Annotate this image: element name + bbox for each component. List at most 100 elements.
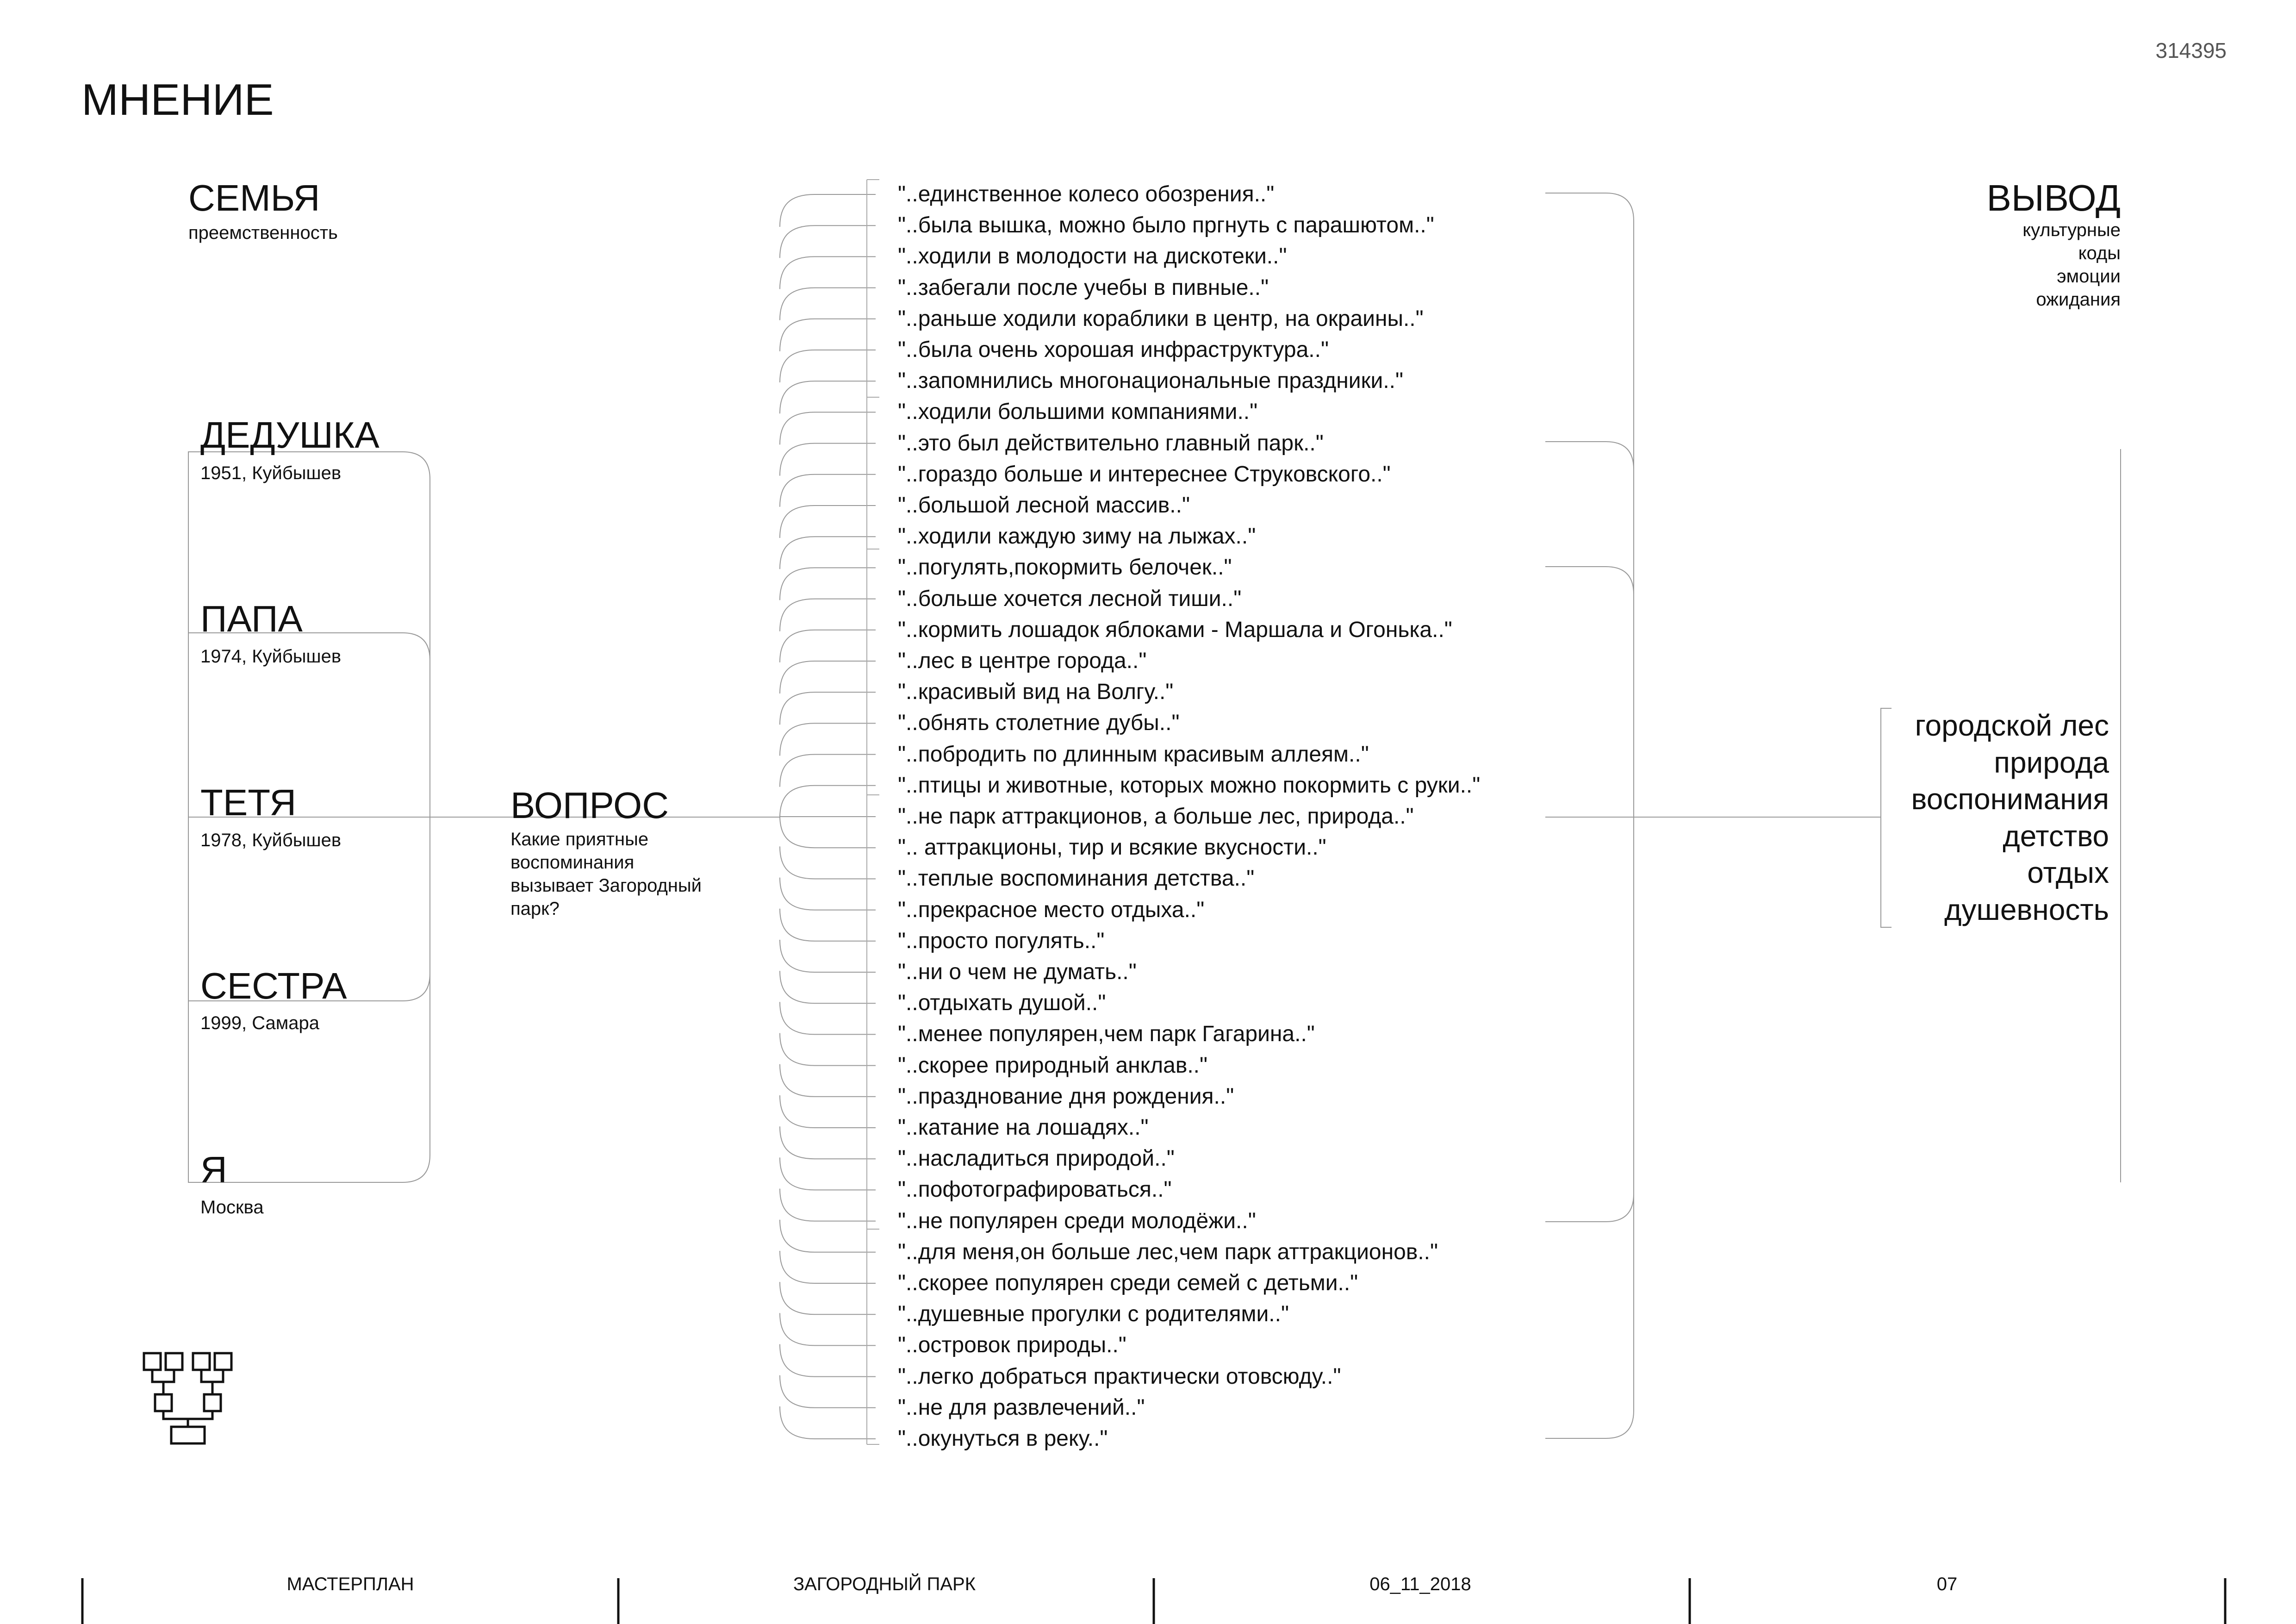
quote-connector [779,567,876,600]
outcome: природа [1994,745,2109,779]
quote-connector [779,1064,876,1097]
quote-connector [779,1406,876,1439]
quote-item: "..раньше ходили кораблики в центр, на о… [898,306,1424,331]
member-info: 1974, Куйбышев [200,646,342,667]
conclusion-sub: коды [2078,243,2121,263]
quote-connector [779,1157,876,1191]
quote-connector [779,194,876,227]
quote-connector [779,287,876,320]
quote-item: "..скорее популярен среди семей с детьми… [898,1271,1358,1295]
footer-section: МАСТЕРПЛАН [286,1574,414,1594]
quote-item: "..для меня,он больше лес,чем парк аттра… [898,1239,1438,1264]
conclusion-heading: ВЫВОД [1986,177,2121,219]
quote-connector [779,381,876,414]
question-line: Какие приятные [510,829,649,849]
quote-connector [779,754,876,787]
quote-item: "..островок природы.." [898,1333,1126,1358]
quote-connector [779,692,876,725]
quote-connector [779,908,876,942]
quote-item: "..менее популярен,чем парк Гагарина.." [898,1022,1315,1047]
outcome: детство [2003,819,2109,853]
quote-item: "..лес в центре города.." [898,649,1147,673]
quote-group-guide [866,179,879,1445]
quote-connector [779,350,876,383]
member-name: Я [200,1149,227,1190]
quote-connector [779,629,876,662]
quote-connector [779,1033,876,1066]
quote-connector [779,443,876,476]
quote-item: "..празднование дня рождения.." [898,1084,1234,1109]
question-text: Какие приятные воспоминания вызывает Заг… [510,828,702,920]
quote-connector [779,256,876,289]
quote-connector [779,785,876,818]
quote-item: "..большой лесной массив.." [898,493,1190,518]
quote-item: "..окунуться в реку.." [898,1426,1108,1451]
quote-connector [779,318,876,351]
outcome: отдых [2027,856,2109,889]
quote-connector [779,846,876,880]
quote-item: "..забегали после учебы в пивные.." [898,275,1269,300]
conclusion-sub: ожидания [2036,289,2121,310]
member-name: ПАПА [200,598,303,639]
member-info: 1951, Куйбышев [200,463,342,483]
page-number: 314395 [2155,38,2227,62]
member-name: СЕСТРА [200,965,347,1006]
member-name: ДЕДУШКА [200,414,380,456]
quote-connector [779,225,876,258]
quote-item: "..погулять,покормить белочек.." [898,555,1232,580]
outcome: душевность [1944,893,2109,926]
member-info: 1999, Самара [200,1013,320,1033]
quote-connector [779,1126,876,1160]
family-bracket [188,451,430,1183]
outcome: воспонимания [1911,782,2109,816]
member-name: ТЕТЯ [200,782,297,823]
quote-connector [779,1282,876,1315]
family-divider-sestra [188,973,430,1001]
member-info: Москва [200,1197,264,1218]
quote-item: "..легко добраться практически отовсюду.… [898,1364,1341,1389]
quote-item: "..была очень хорошая инфраструктура.." [898,337,1329,362]
quote-item: "..была вышка, можно было пргнуть с пара… [898,213,1434,238]
question-line: воспоминания [510,852,635,873]
quote-connector [779,877,876,911]
footer-separators [81,1578,2227,1624]
quote-connector [779,939,876,973]
conclusion-sub: эмоции [2057,266,2121,287]
quote-item: "..не парк аттракционов, а больше лес, п… [898,804,1414,829]
family-heading: СЕМЬЯ [188,177,320,219]
conclusion-header: ВЫВОД культурные коды эмоции ожидания [1986,180,2121,311]
quote-connector [779,1188,876,1222]
quote-item: "..просто погулять.." [898,928,1105,953]
quote-item: "..душевные прогулки с родителями.." [898,1302,1289,1327]
family-divider-papa [188,632,430,661]
quote-item: "..не для развлечений.." [898,1395,1145,1420]
quote-item: "..гораздо больше и интереснее Струковск… [898,462,1391,487]
quote-item: "..запомнились многонациональные праздни… [898,369,1404,394]
quote-item: "..отдыхать душой.." [898,991,1106,1016]
quote-connector [779,661,876,694]
quote-connector [779,536,876,569]
quote-item: "..ходили большими компаниями.." [898,400,1258,425]
quote-connector [779,474,876,507]
quote-connector [779,505,876,538]
quote-item: "..ходили в молодости на дискотеки.." [898,244,1287,269]
conclusion-outcomes: городской лес природа воспонимания детст… [1911,707,2109,928]
quote-connector [779,412,876,445]
quote-connector [779,1250,876,1284]
question-heading: ВОПРОС [510,785,669,826]
quote-item: "..ни о чем не думать.." [898,960,1137,984]
quote-item: ".. аттракционы, тир и всякие вкусности.… [898,835,1326,860]
quote-item: "..катание на лошадях.." [898,1115,1149,1140]
question-line: парк? [510,899,560,919]
quote-item: "..обнять столетние дубы.." [898,711,1180,736]
quote-connector [779,971,876,1004]
quote-item: "..больше хочется лесной тиши.." [898,586,1242,611]
quote-item: "..пофотографироваться.." [898,1177,1172,1202]
quote-item: "..не популярен среди молодёжи.." [898,1208,1256,1233]
quote-item: "..кормить лошадок яблоками - Маршала и … [898,617,1452,642]
quote-item: "..насладиться природой.." [898,1146,1175,1171]
question-line: вызывает Загородный [510,875,702,896]
quote-right-bracket [1545,193,1634,1439]
footer-project: ЗАГОРОДНЫЙ ПАРК [793,1574,976,1594]
quote-item: "..единственное колесо обозрения.." [898,182,1275,206]
